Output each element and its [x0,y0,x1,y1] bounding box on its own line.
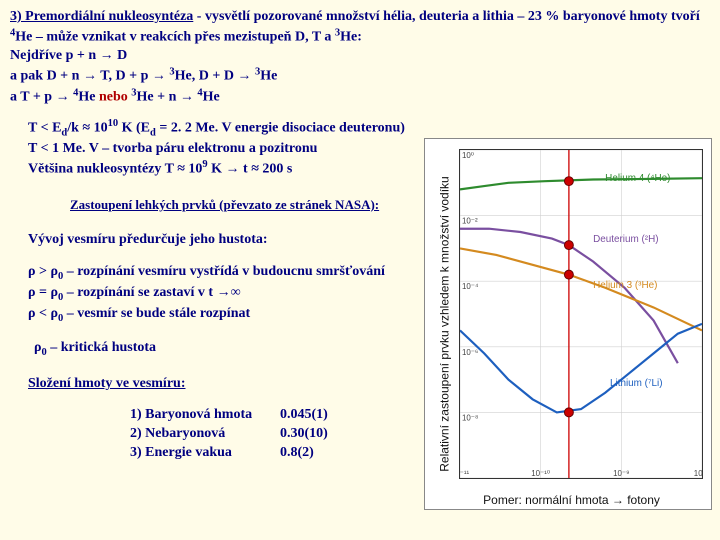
comp-1-label: 1) Baryonová hmota [130,406,280,425]
temp-line1c: K (E [118,121,150,136]
rho-gt: ρ > ρ0 [28,264,63,279]
svg-text:10⁻⁶: 10⁻⁶ [462,348,478,357]
reaction-2c: He [260,69,277,84]
slide-page: 3) Premordiální nukleosyntéza - vysvětlí… [0,0,720,540]
rho-eq: ρ = ρ0 [28,285,63,300]
rho-lt-text: – vesmír se bude stále rozpínat [63,306,250,321]
comp-3-label: 3) Energie vakua [130,444,280,463]
temp-line2: T < 1 Me. V – tvorba páru elektronu a po… [28,141,317,156]
temp-line1d: = 2. 2 Me. V energie disociace deuteronu… [156,121,405,136]
svg-text:10⁻⁴: 10⁻⁴ [462,282,479,291]
rho-lt: ρ < ρ0 [28,306,63,321]
svg-text:10⁰: 10⁰ [462,151,474,160]
svg-text:10⁻⁸: 10⁻⁸ [462,413,478,422]
reaction-or: nebo [99,90,128,105]
svg-text:10⁻⁸: 10⁻⁸ [694,469,702,478]
reaction-3b: He [78,90,95,105]
reaction-3a: a T + p → [10,90,73,105]
temp-line3b: K → t ≈ 200 s [208,162,293,177]
reaction-3e: He [203,90,220,105]
svg-text:Lithium (⁷Li): Lithium (⁷Li) [610,378,663,389]
chart-x-axis-label: Pomer: normální hmota → fotony [483,493,660,507]
comp-2-value: 0.30(10) [280,425,350,444]
chart-svg: 10⁻¹¹10⁻¹⁰10⁻⁹10⁻⁸10⁰10⁻²10⁻⁴10⁻⁶10⁻⁸10⁻… [460,150,702,478]
abundance-chart: Relativní zastoupení prvku vzhledem k mn… [424,138,712,510]
reaction-2a: a pak D + n → T, D + p → [10,69,169,84]
temp-line3a: Většina nukleosyntézy T ≈ 10 [28,162,202,177]
chart-y-axis-label: Relativní zastoupení prvku vzhledem k mn… [438,176,452,471]
comp-2-label: 2) Nebaryonová [130,425,280,444]
heading-part: 3) Premordiální nukleosyntéza [10,9,193,24]
rho-gt-text: – rozpínání vesmíru vystřídá v budoucnu … [63,264,385,279]
reaction-1: Nejdříve p + n → D [10,48,127,63]
svg-text:10⁻¹⁰: 10⁻¹⁰ [531,469,550,478]
reaction-2b: He, D + D → [175,69,255,84]
svg-text:Helium 3 (³He): Helium 3 (³He) [593,280,657,291]
intro-text-1: - vysvětlí pozorované množství hélia, de… [193,9,699,24]
svg-text:10⁻⁹: 10⁻⁹ [613,469,629,478]
rho0: ρ0 [34,340,47,355]
intro-text-2: He – může vznikat v reakcích přes mezist… [15,30,335,45]
reaction-3d: He + n → [137,90,198,105]
svg-text:10⁻²: 10⁻² [462,217,478,226]
svg-text:Helium 4 (⁴He): Helium 4 (⁴He) [605,173,670,184]
rho-eq-text: – rozpínání se zastaví v t →∞ [63,285,240,300]
comp-1-value: 0.045(1) [280,406,350,425]
svg-text:Deuterium (²H): Deuterium (²H) [593,234,658,245]
temp-line1b: /k ≈ 10 [67,121,107,136]
sup10-1: 10 [108,118,119,129]
comp-3-value: 0.8(2) [280,444,350,463]
rho-block: ρ > ρ0 – rozpínání vesmíru vystřídá v bu… [28,263,418,326]
density-heading: Vývoj vesmíru předurčuje jeho hustota: [28,231,418,249]
chart-plot-area: 10⁻¹¹10⁻¹⁰10⁻⁹10⁻⁸10⁰10⁻²10⁻⁴10⁻⁶10⁻⁸10⁻… [459,149,703,479]
intro-text-3: He: [340,30,362,45]
svg-text:10⁻¹¹: 10⁻¹¹ [460,469,469,478]
intro-paragraph: 3) Premordiální nukleosyntéza - vysvětlí… [10,8,710,107]
temp-line1a: T < E [28,121,61,136]
rho0-text: – kritická hustota [47,340,156,355]
